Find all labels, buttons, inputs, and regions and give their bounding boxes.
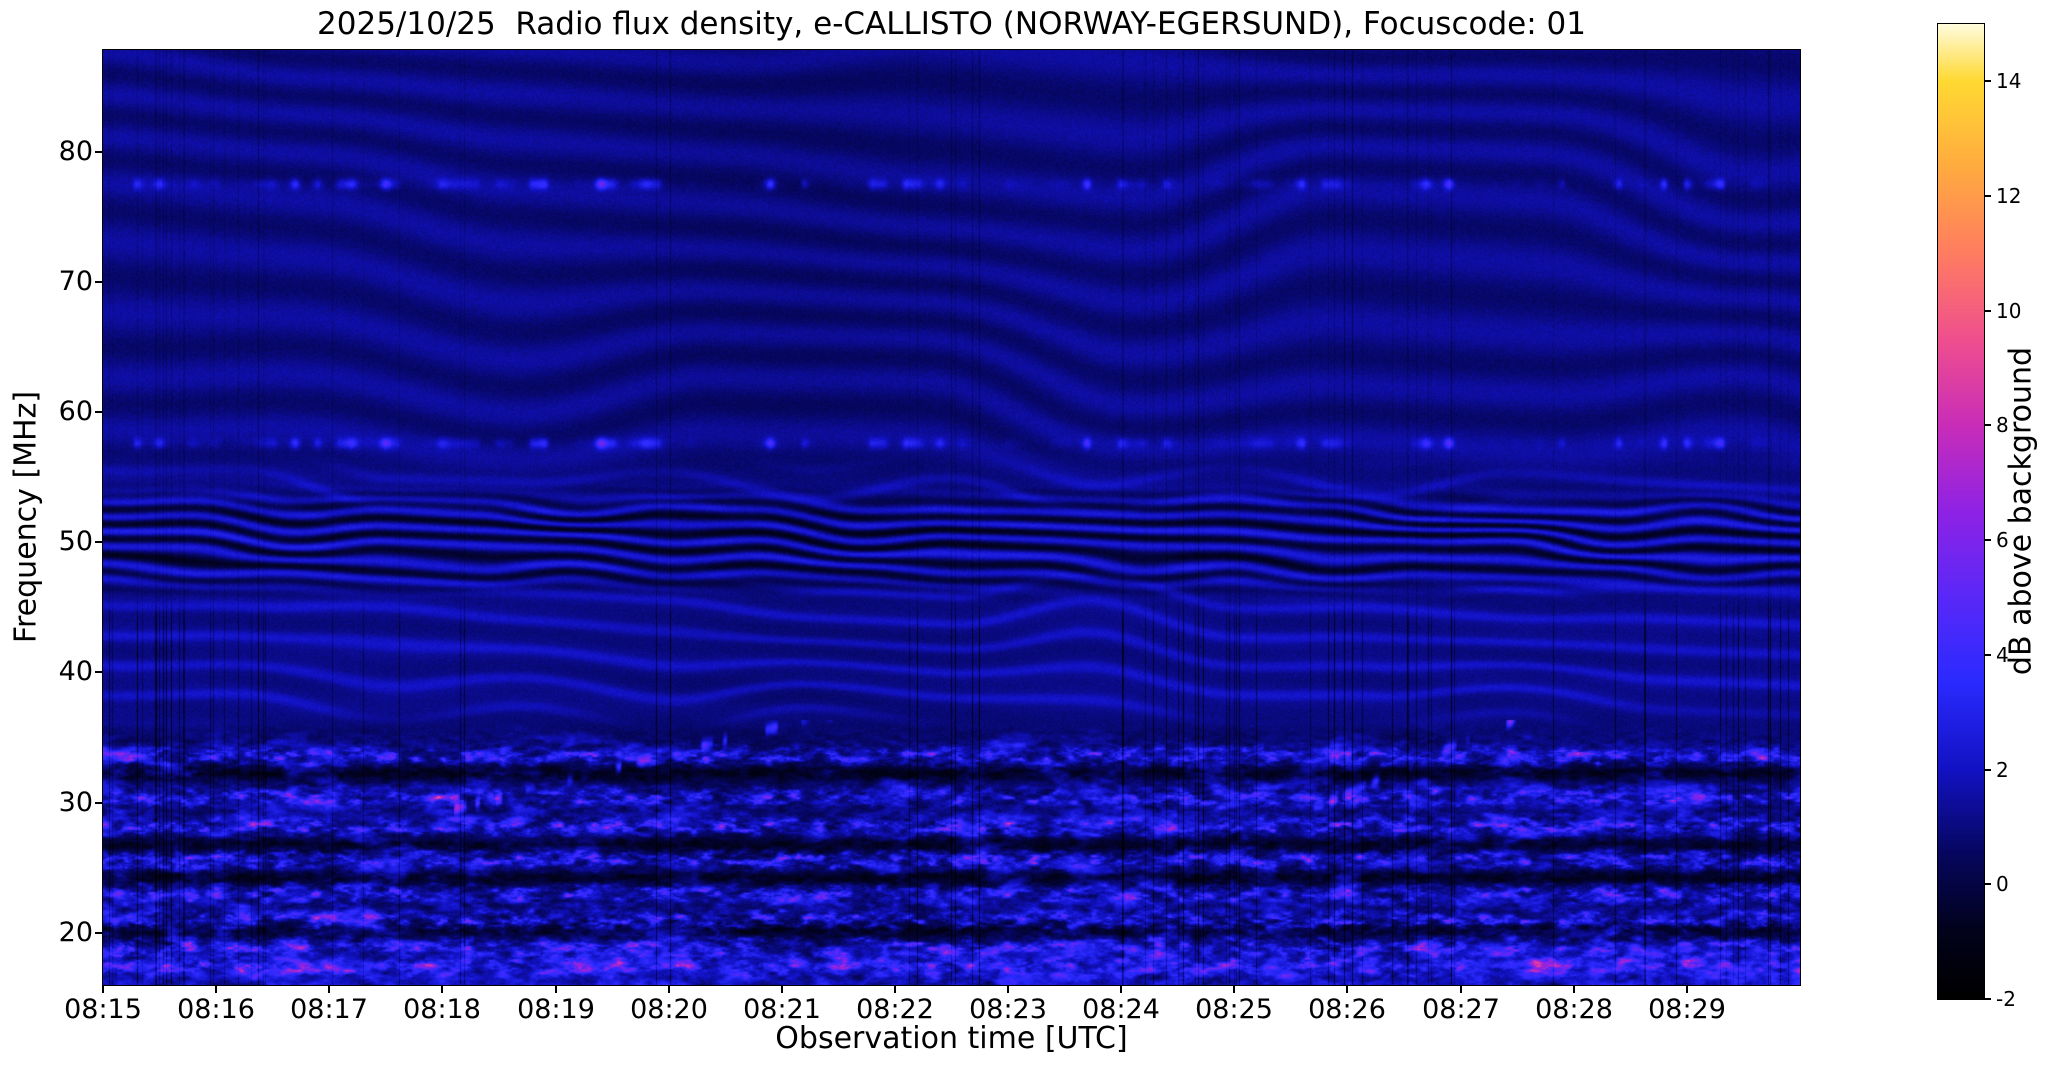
y-tick-mark xyxy=(95,541,102,543)
colorbar-tick-mark xyxy=(1985,195,1991,197)
x-tick-label: 08:29 xyxy=(1648,994,1726,1025)
x-tick-label: 08:16 xyxy=(177,994,255,1025)
x-tick-label: 08:19 xyxy=(517,994,595,1025)
x-tick-label: 08:26 xyxy=(1308,994,1386,1025)
x-tick-label: 08:22 xyxy=(856,994,934,1025)
x-tick-label: 08:24 xyxy=(1082,994,1160,1025)
y-tick-mark xyxy=(95,411,102,413)
x-tick-mark xyxy=(555,986,557,993)
y-tick-label: 40 xyxy=(58,656,93,687)
colorbar-tick-label: -2 xyxy=(1996,987,2016,1011)
colorbar-tick-label: 6 xyxy=(1996,528,2009,552)
colorbar-tick-mark xyxy=(1985,998,1991,1000)
x-tick-mark xyxy=(1233,986,1235,993)
x-tick-label: 08:18 xyxy=(403,994,481,1025)
x-tick-mark xyxy=(215,986,217,993)
x-tick-label: 08:28 xyxy=(1535,994,1613,1025)
colorbar-tick-mark xyxy=(1985,883,1991,885)
y-tick-mark xyxy=(95,802,102,804)
x-tick-mark xyxy=(102,986,104,993)
x-tick-label: 08:21 xyxy=(743,994,821,1025)
y-tick-label: 20 xyxy=(58,917,93,948)
x-tick-mark xyxy=(1007,986,1009,993)
colorbar-label: dB above background xyxy=(2003,346,2039,676)
y-tick-label: 80 xyxy=(58,136,93,167)
colorbar-tick-label: 14 xyxy=(1996,69,2022,93)
y-tick-mark xyxy=(95,151,102,153)
colorbar-tick-label: 12 xyxy=(1996,184,2022,208)
chart-title: 2025/10/25 Radio flux density, e-CALLIST… xyxy=(317,6,1586,42)
colorbar-tick-mark xyxy=(1985,654,1991,656)
colorbar xyxy=(1937,23,1985,1000)
colorbar-tick-label: 4 xyxy=(1996,643,2009,667)
colorbar-tick-mark xyxy=(1985,424,1991,426)
y-tick-mark xyxy=(95,281,102,283)
x-axis-label: Observation time [UTC] xyxy=(775,1021,1128,1056)
colorbar-tick-label: 2 xyxy=(1996,758,2009,782)
x-tick-mark xyxy=(441,986,443,993)
y-tick-mark xyxy=(95,932,102,934)
spectrogram-heatmap xyxy=(102,49,1801,986)
x-tick-mark xyxy=(328,986,330,993)
colorbar-tick-mark xyxy=(1985,310,1991,312)
y-tick-label: 60 xyxy=(58,396,93,427)
colorbar-tick-label: 0 xyxy=(1996,872,2009,896)
x-tick-mark xyxy=(1573,986,1575,993)
x-tick-label: 08:23 xyxy=(969,994,1047,1025)
x-tick-label: 08:25 xyxy=(1195,994,1273,1025)
x-tick-label: 08:27 xyxy=(1422,994,1500,1025)
colorbar-tick-label: 8 xyxy=(1996,413,2009,437)
colorbar-tick-label: 10 xyxy=(1996,299,2022,323)
colorbar-tick-mark xyxy=(1985,539,1991,541)
x-tick-label: 08:17 xyxy=(290,994,368,1025)
x-tick-mark xyxy=(668,986,670,993)
y-tick-label: 30 xyxy=(58,787,93,818)
x-tick-mark xyxy=(1686,986,1688,993)
colorbar-tick-mark xyxy=(1985,80,1991,82)
y-tick-label: 70 xyxy=(58,266,93,297)
y-tick-label: 50 xyxy=(58,526,93,557)
y-axis-label: Frequency [MHz] xyxy=(8,390,44,644)
y-tick-mark xyxy=(95,671,102,673)
x-tick-label: 08:20 xyxy=(630,994,708,1025)
x-tick-label: 08:15 xyxy=(64,994,142,1025)
x-tick-mark xyxy=(1120,986,1122,993)
x-tick-mark xyxy=(1346,986,1348,993)
x-tick-mark xyxy=(1460,986,1462,993)
x-tick-mark xyxy=(781,986,783,993)
colorbar-tick-mark xyxy=(1985,769,1991,771)
x-tick-mark xyxy=(894,986,896,993)
